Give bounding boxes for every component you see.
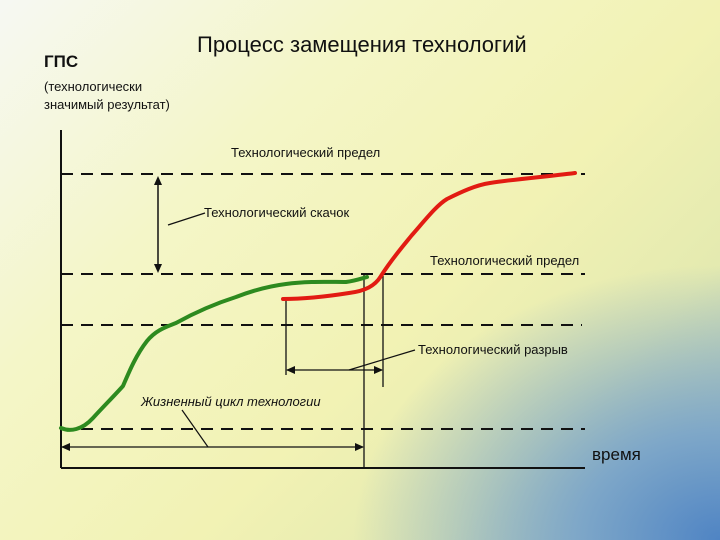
tech-jump-label: Технологический скачок	[204, 205, 350, 220]
life-cycle-right-arrowhead	[355, 443, 364, 451]
life-cycle-left-arrowhead	[61, 443, 70, 451]
new-technology-curve	[281, 171, 577, 301]
jump-bracket-bottom-arrow	[154, 264, 162, 273]
life-cycle-label-leader	[181, 409, 209, 448]
y-axis-title: ГПС	[44, 52, 79, 71]
x-axis-label: время	[592, 445, 641, 464]
jump-label-leader	[167, 212, 206, 226]
tech-limit-top-label: Технологический предел	[231, 145, 381, 160]
tech-gap-label: Технологический разрыв	[418, 342, 568, 357]
slide-title: Процесс замещения технологий	[197, 32, 527, 57]
tech-limit-middle-label: Технологический предел	[430, 253, 580, 268]
jump-bracket-top-arrow	[154, 176, 162, 185]
life-cycle-label: Жизненный цикл технологии	[141, 394, 321, 409]
gap-left-arrowhead	[286, 366, 295, 374]
old-technology-curve	[59, 275, 369, 432]
y-axis-subtitle: (технологически значимый результат)	[44, 79, 170, 112]
gap-right-arrowhead	[374, 366, 383, 374]
gap-label-leader	[348, 349, 416, 371]
